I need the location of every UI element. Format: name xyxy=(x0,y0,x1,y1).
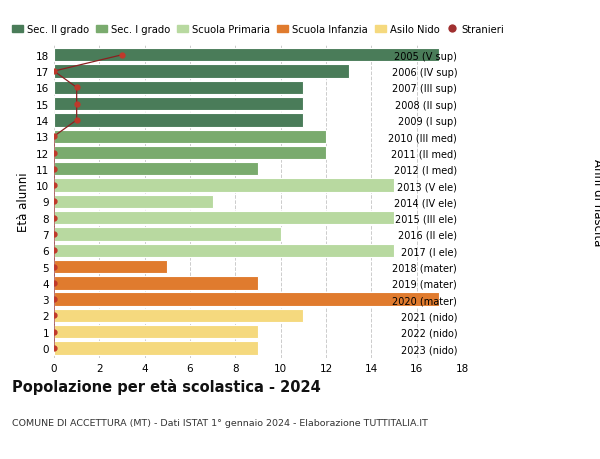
Bar xyxy=(54,244,394,257)
Bar xyxy=(54,146,326,160)
Text: Popolazione per età scolastica - 2024: Popolazione per età scolastica - 2024 xyxy=(12,379,321,395)
Bar xyxy=(54,277,258,290)
Bar xyxy=(54,195,212,209)
Bar xyxy=(54,341,258,355)
Text: Anni di nascita: Anni di nascita xyxy=(590,158,600,246)
Bar xyxy=(54,130,326,144)
Bar xyxy=(54,179,394,192)
Bar xyxy=(54,260,167,274)
Y-axis label: Età alunni: Età alunni xyxy=(17,172,31,232)
Bar xyxy=(54,228,281,241)
Bar xyxy=(54,98,304,111)
Bar xyxy=(54,114,304,127)
Bar xyxy=(54,163,258,176)
Legend: Sec. II grado, Sec. I grado, Scuola Primaria, Scuola Infanzia, Asilo Nido, Stran: Sec. II grado, Sec. I grado, Scuola Prim… xyxy=(11,25,505,35)
Bar xyxy=(54,212,394,225)
Text: COMUNE DI ACCETTURA (MT) - Dati ISTAT 1° gennaio 2024 - Elaborazione TUTTITALIA.: COMUNE DI ACCETTURA (MT) - Dati ISTAT 1°… xyxy=(12,418,428,427)
Bar xyxy=(54,82,304,95)
Bar xyxy=(54,325,258,339)
Bar xyxy=(54,49,439,62)
Bar xyxy=(54,293,439,306)
Bar xyxy=(54,65,349,78)
Bar xyxy=(54,309,304,322)
